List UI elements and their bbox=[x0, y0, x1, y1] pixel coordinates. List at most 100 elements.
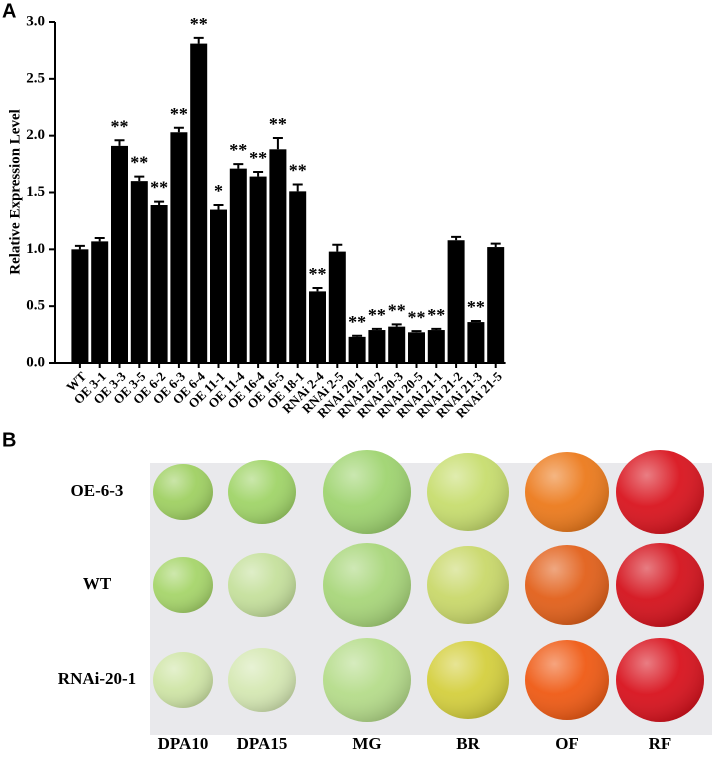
fruit-shade bbox=[525, 640, 609, 720]
significance-label: ** bbox=[289, 161, 307, 181]
error-bar bbox=[272, 136, 283, 150]
significance-label: ** bbox=[408, 307, 426, 327]
error-bar bbox=[411, 330, 422, 333]
error-bar bbox=[253, 171, 264, 177]
significance-label: ** bbox=[249, 148, 267, 168]
significance-label: ** bbox=[269, 114, 287, 134]
significance-label: ** bbox=[368, 305, 386, 325]
column-label: MG bbox=[352, 734, 381, 753]
column-label: BR bbox=[456, 734, 480, 753]
y-tick-label: 1.5 bbox=[26, 184, 45, 200]
bar bbox=[368, 330, 386, 363]
panel-label: A bbox=[2, 0, 16, 22]
significance-label: ** bbox=[348, 312, 366, 332]
error-bar bbox=[332, 243, 343, 252]
bar bbox=[348, 336, 366, 363]
row-label: WT bbox=[83, 574, 112, 593]
bar bbox=[269, 149, 287, 363]
panel-label: B bbox=[2, 429, 16, 451]
y-tick-label: 1.0 bbox=[26, 241, 45, 257]
error-bar bbox=[233, 163, 244, 169]
error-bar bbox=[431, 327, 442, 331]
bar bbox=[447, 240, 465, 363]
fruit-shade bbox=[228, 553, 296, 617]
column-label: RF bbox=[649, 734, 672, 753]
bar bbox=[249, 176, 267, 363]
bar bbox=[408, 332, 425, 363]
error-bar bbox=[352, 334, 363, 337]
error-bar bbox=[391, 323, 402, 327]
error-bar bbox=[292, 183, 303, 192]
error-bar bbox=[451, 235, 462, 241]
error-bar bbox=[74, 244, 85, 250]
bar bbox=[388, 326, 406, 363]
bar bbox=[210, 209, 227, 363]
significance-label: ** bbox=[190, 14, 208, 34]
significance-label: ** bbox=[467, 297, 485, 317]
bar bbox=[71, 249, 89, 363]
significance-label: ** bbox=[309, 264, 327, 284]
fruit-shade bbox=[427, 546, 509, 624]
bar bbox=[328, 251, 346, 363]
error-bar bbox=[312, 286, 323, 292]
bar bbox=[91, 241, 109, 363]
bar bbox=[229, 168, 247, 363]
significance-label: * bbox=[214, 181, 223, 201]
row-label: OE-6-3 bbox=[71, 481, 124, 500]
fruit-shade bbox=[427, 641, 509, 719]
significance-label: ** bbox=[170, 104, 188, 124]
bar bbox=[309, 291, 326, 363]
fruit-shade bbox=[153, 557, 213, 613]
bar bbox=[289, 191, 307, 363]
error-bar bbox=[154, 200, 165, 206]
y-tick-label: 2.0 bbox=[26, 127, 45, 143]
y-tick-label: 0.0 bbox=[26, 354, 45, 370]
fruit-shade bbox=[525, 545, 609, 625]
photo: OE-6-3 WT RNAi-20-1 DPA10 DPA15 MG BR OF RF bbox=[58, 450, 704, 753]
fruit-shade bbox=[153, 464, 213, 520]
error-bar bbox=[134, 175, 145, 182]
fruit-shade bbox=[323, 450, 411, 534]
bar bbox=[130, 181, 148, 363]
fruit-shade bbox=[228, 460, 296, 524]
significance-label: ** bbox=[427, 305, 445, 325]
bar bbox=[190, 43, 208, 363]
error-bar bbox=[114, 139, 125, 146]
column-label: OF bbox=[555, 734, 579, 753]
bar bbox=[467, 322, 485, 363]
fruit-shade bbox=[427, 453, 509, 531]
fruit-shade bbox=[323, 638, 411, 722]
fruit-shade bbox=[616, 450, 704, 534]
significance-label: ** bbox=[388, 300, 406, 320]
error-bar bbox=[490, 242, 501, 248]
row-label: RNAi-20-1 bbox=[58, 669, 136, 688]
bar bbox=[487, 247, 505, 363]
bar bbox=[427, 330, 445, 363]
error-bar bbox=[371, 327, 382, 331]
y-tick-label: 2.5 bbox=[26, 70, 45, 86]
fruit-shade bbox=[616, 543, 704, 627]
column-label: DPA15 bbox=[237, 734, 288, 753]
error-bar bbox=[470, 319, 481, 323]
fruit-shade bbox=[525, 452, 609, 532]
y-axis-title: Relative Expression Level bbox=[7, 109, 23, 275]
fruit-shade bbox=[153, 652, 213, 708]
error-bar bbox=[94, 236, 105, 242]
error-bar bbox=[173, 126, 184, 133]
significance-label: ** bbox=[130, 153, 148, 173]
bar bbox=[170, 132, 188, 363]
error-bar bbox=[213, 204, 224, 210]
fruit-shade bbox=[616, 638, 704, 722]
bar bbox=[111, 145, 128, 363]
column-label: DPA10 bbox=[158, 734, 209, 753]
fruit-shade bbox=[228, 648, 296, 712]
significance-label: ** bbox=[111, 116, 129, 136]
fruit-shade bbox=[323, 543, 411, 627]
bar bbox=[150, 205, 168, 363]
significance-label: ** bbox=[150, 178, 168, 198]
y-tick-label: 0.5 bbox=[26, 298, 45, 314]
y-tick-label: 3.0 bbox=[26, 13, 45, 29]
significance-label: ** bbox=[229, 140, 247, 160]
